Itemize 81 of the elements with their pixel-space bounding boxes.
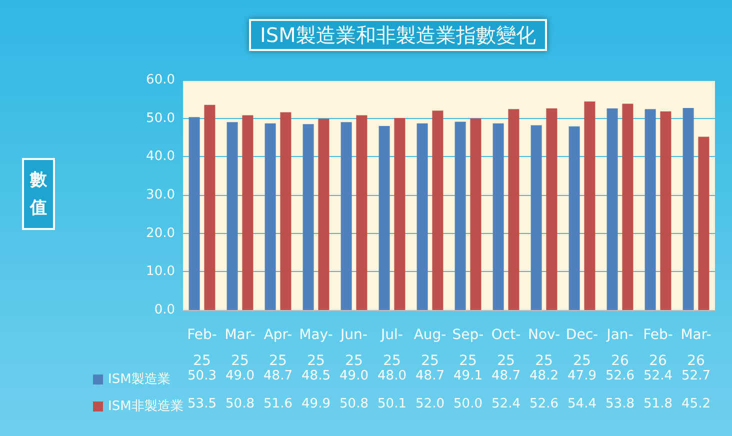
y-tick-label: 10.0 xyxy=(146,264,175,280)
bar xyxy=(394,118,406,310)
data-label: 48.7 xyxy=(264,368,292,384)
y-tick-label: 50.0 xyxy=(146,110,175,126)
bar xyxy=(454,122,466,310)
bar xyxy=(682,108,694,310)
x-tick-label: Aug-25 xyxy=(414,327,446,369)
bar xyxy=(530,125,542,310)
data-label: 53.8 xyxy=(606,396,634,412)
data-label: 51.6 xyxy=(264,396,292,412)
x-tick-label: May-25 xyxy=(299,327,333,369)
bar xyxy=(280,112,292,310)
data-label: 52.4 xyxy=(644,368,672,384)
bar xyxy=(302,124,314,310)
data-label: 49.0 xyxy=(226,368,254,384)
bar xyxy=(568,126,580,310)
y-tick-label: 30.0 xyxy=(146,188,175,202)
data-label: 52.6 xyxy=(606,368,634,384)
bar xyxy=(606,108,618,310)
x-tick-label: Mar-26 xyxy=(680,327,712,369)
x-tick-label: Jan-26 xyxy=(606,327,634,369)
bar xyxy=(340,122,352,310)
data-label: 50.8 xyxy=(340,396,368,412)
bar xyxy=(470,118,482,310)
data-label: 48.7 xyxy=(492,368,520,384)
data-label: 52.4 xyxy=(492,396,520,412)
bar xyxy=(508,109,520,310)
bar xyxy=(226,122,238,310)
y-tick-label: 0.0 xyxy=(154,302,175,318)
data-label: 48.7 xyxy=(416,368,444,384)
data-label: 51.8 xyxy=(644,396,672,412)
data-label: 53.5 xyxy=(188,396,216,412)
bar xyxy=(644,109,656,310)
x-tick-label: Dec-25 xyxy=(566,327,598,369)
data-label: 49.9 xyxy=(302,396,330,412)
data-label: 48.0 xyxy=(378,368,406,384)
y-tick-label: 60.0 xyxy=(146,72,175,88)
bar xyxy=(242,115,254,310)
data-label: 54.4 xyxy=(568,396,596,412)
x-tick-label: Nov-25 xyxy=(528,327,560,369)
legend-label: ISM製造業 xyxy=(108,372,170,387)
data-label: 50.1 xyxy=(378,396,406,412)
data-label: 49.1 xyxy=(454,368,482,384)
data-label: 52.7 xyxy=(682,368,710,384)
bar xyxy=(660,111,672,310)
bar xyxy=(432,110,444,310)
chart-title: ISM製造業和非製造業指數變化 xyxy=(260,23,536,47)
bar xyxy=(188,117,200,310)
data-label: 48.2 xyxy=(530,368,558,384)
data-label: 50.0 xyxy=(454,396,482,412)
data-label: 50.3 xyxy=(188,368,216,384)
bar xyxy=(416,123,428,310)
data-label: 52.6 xyxy=(530,396,558,412)
x-tick-label: Oct-25 xyxy=(491,327,521,369)
x-tick-label: Apr-25 xyxy=(264,327,292,369)
bar xyxy=(584,101,596,310)
bar xyxy=(318,118,330,310)
bar xyxy=(264,123,276,310)
x-tick-label: Jun-25 xyxy=(340,327,368,369)
bar xyxy=(622,104,634,310)
bar xyxy=(204,104,216,310)
bar xyxy=(546,108,558,310)
y-tick-label: 20.0 xyxy=(146,226,175,241)
x-tick-label: Feb-26 xyxy=(643,327,673,369)
data-label: 45.2 xyxy=(682,396,710,412)
data-label: 50.8 xyxy=(226,396,254,412)
bar xyxy=(356,115,368,310)
bar xyxy=(698,136,710,310)
x-tick-label: Jul-25 xyxy=(380,327,403,369)
data-label: 52.0 xyxy=(416,396,444,412)
y-tick-label: 40.0 xyxy=(146,149,175,164)
bar xyxy=(378,126,390,310)
data-label: 48.5 xyxy=(302,368,330,384)
text: 數值 xyxy=(29,170,48,218)
x-tick-label: Feb-25 xyxy=(187,327,217,369)
bar xyxy=(492,123,504,310)
data-label: 47.9 xyxy=(568,368,596,384)
x-tick-label: Mar-25 xyxy=(224,327,256,369)
x-tick-label: Sep-25 xyxy=(452,327,484,369)
data-label: 49.0 xyxy=(340,368,368,384)
legend-label: ISM非製造業 xyxy=(108,399,184,414)
